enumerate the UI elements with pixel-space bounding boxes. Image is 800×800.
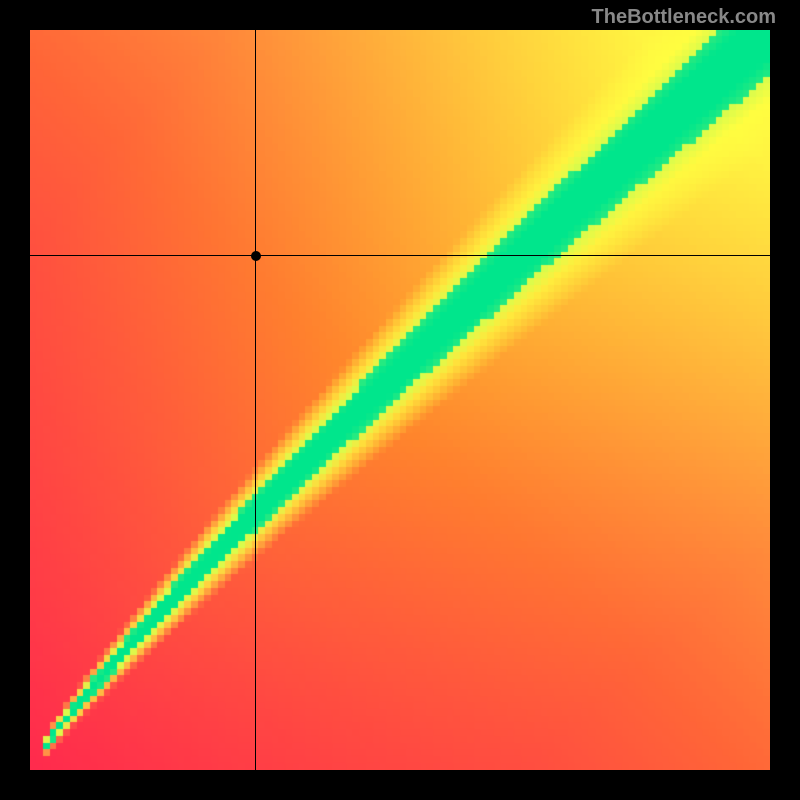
crosshair-marker xyxy=(251,251,261,261)
crosshair-vertical xyxy=(255,30,256,770)
crosshair-horizontal xyxy=(30,255,770,256)
watermark-text: TheBottleneck.com xyxy=(592,6,776,29)
heatmap-canvas xyxy=(30,30,770,770)
heatmap-plot-area xyxy=(30,30,770,770)
